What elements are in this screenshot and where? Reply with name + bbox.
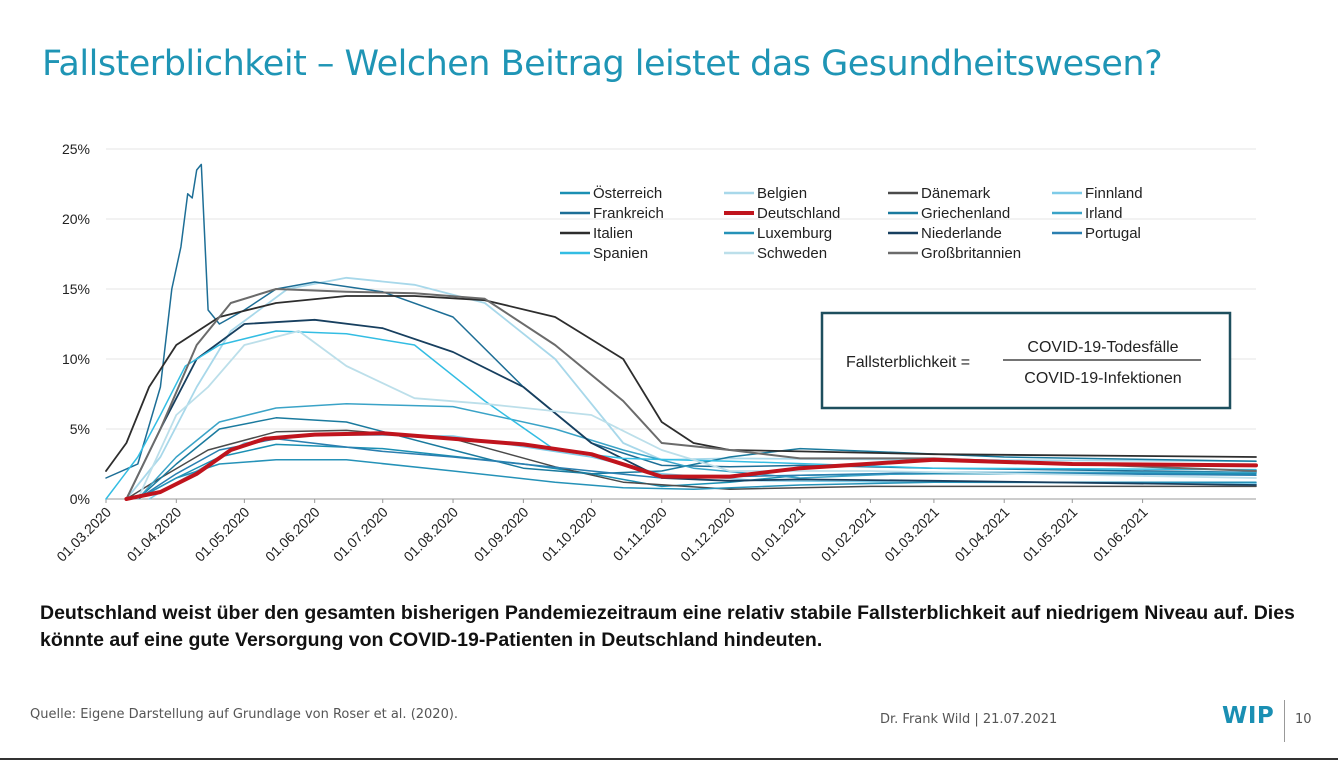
wip-logo: WIP (1222, 703, 1275, 729)
series-line-schweden (136, 330, 1257, 500)
y-tick-label: 15% (62, 281, 90, 297)
legend-label: Frankreich (593, 205, 664, 222)
legend-label: Dänemark (921, 185, 991, 202)
x-tick-label: 01.05.2021 (1020, 504, 1081, 565)
x-tick-label: 01.06.2020 (262, 504, 323, 565)
legend-label: Portugal (1085, 225, 1141, 242)
series-line-portugal (137, 438, 1257, 500)
bottom-rule (0, 758, 1338, 760)
x-tick-label: 01.08.2020 (400, 504, 461, 565)
x-tick-label: 01.12.2020 (677, 504, 738, 565)
series-line-luxemburg (137, 459, 1257, 500)
x-tick-label: 01.09.2020 (471, 504, 532, 565)
x-tick-label: 01.01.2021 (747, 504, 808, 565)
footer-divider (1284, 700, 1285, 742)
x-tick-label: 01.04.2021 (951, 504, 1012, 565)
page-number: 10 (1295, 712, 1312, 727)
x-tick-label: 01.03.2020 (53, 504, 114, 565)
y-axis-ticks: 0% 5% 10% 15% 20% 25% (62, 141, 90, 507)
author-date: Dr. Frank Wild | 21.07.2021 (880, 712, 1058, 727)
series-line-italien (105, 295, 1257, 472)
x-tick-label: 01.11.2020 (610, 504, 670, 564)
source-note: Quelle: Eigene Darstellung auf Grundlage… (30, 707, 459, 722)
formula-denominator: COVID-19-Infektionen (1024, 370, 1181, 387)
x-tick-label: 01.03.2021 (881, 504, 942, 565)
page-title: Fallsterblichkeit – Welchen Beitrag leis… (42, 44, 1163, 84)
legend-label: Italien (593, 225, 633, 242)
case-fatality-chart: 0%5%10%15%20%25% 01.03.2020 01.04.2020 01.… (53, 141, 1258, 565)
y-tick-label: 10% (62, 351, 90, 367)
legend: Österreich Belgien Dänemark Finnland Frankre… (560, 184, 1143, 262)
series-line-irland (137, 403, 1257, 500)
x-axis-ticks: 01.03.2020 01.04.2020 01.05.2020 01.06.2020… (53, 499, 1151, 565)
series-line-großbritannien (125, 288, 1257, 500)
legend-label: Irland (1085, 205, 1123, 222)
series-line-griechenland (137, 417, 1257, 500)
y-tick-label: 25% (62, 141, 90, 157)
series-lines (105, 163, 1258, 501)
formula-lhs: Fallsterblichkeit = (846, 354, 970, 371)
legend-label: Belgien (757, 185, 807, 202)
series-line-spanien (105, 330, 1257, 500)
legend-label: Spanien (593, 245, 648, 262)
formula-numerator: COVID-19-Todesfälle (1027, 339, 1178, 356)
x-tick-label: 01.04.2020 (124, 504, 185, 565)
legend-label: Österreich (593, 184, 662, 202)
x-tick-label: 01.06.2021 (1090, 504, 1151, 565)
series-line-deutschland (124, 431, 1258, 501)
legend-label: Griechenland (921, 205, 1010, 222)
x-tick-label: 01.02.2021 (818, 504, 879, 565)
x-tick-label: 01.10.2020 (539, 504, 600, 565)
y-tick-label: 0% (70, 491, 90, 507)
legend-label: Luxemburg (757, 225, 832, 242)
series-line-niederlande (125, 318, 1257, 500)
legend-label: Niederlande (921, 225, 1002, 242)
legend-label: Schweden (757, 245, 827, 262)
legend-label: Finnland (1085, 185, 1143, 202)
y-tick-label: 5% (70, 421, 90, 437)
x-tick-label: 01.07.2020 (330, 504, 391, 565)
legend-label: Deutschland (757, 205, 840, 222)
y-tick-label: 20% (62, 211, 90, 227)
formula-box: Fallsterblichkeit = COVID-19-Todesfälle … (820, 311, 1232, 410)
legend-label: Großbritannien (921, 245, 1021, 262)
x-tick-label: 01.05.2020 (192, 504, 253, 565)
key-takeaway: Deutschland weist über den gesamten bish… (40, 602, 1295, 651)
